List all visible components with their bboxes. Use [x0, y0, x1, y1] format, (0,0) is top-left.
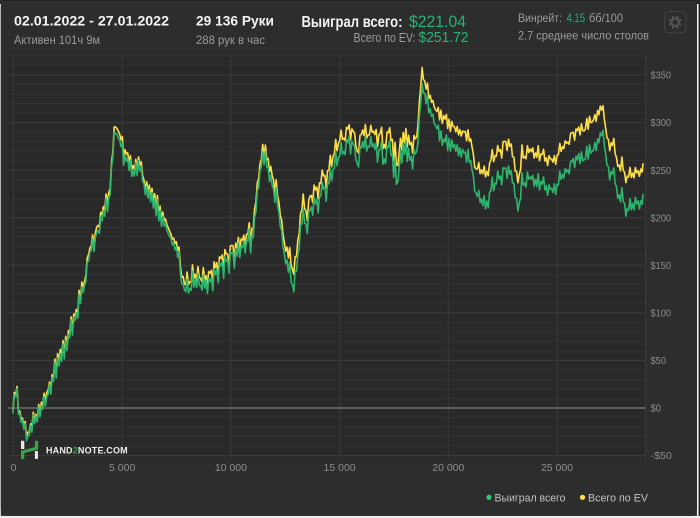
svg-text:$350: $350 — [651, 71, 672, 82]
svg-text:$150: $150 — [651, 261, 672, 272]
svg-text:Винрейт:: Винрейт: — [518, 11, 562, 25]
svg-text:10 000: 10 000 — [215, 462, 247, 474]
svg-text:Всего по EV:: Всего по EV: — [354, 30, 416, 45]
svg-text:$221.04: $221.04 — [409, 12, 466, 31]
svg-text:2.7 среднее число столов: 2.7 среднее число столов — [518, 29, 649, 43]
svg-text:$251.72: $251.72 — [419, 30, 469, 46]
svg-text:$100: $100 — [651, 308, 672, 319]
svg-text:29 136 Руки: 29 136 Руки — [196, 13, 274, 29]
svg-text:бб/100: бб/100 — [589, 11, 623, 25]
svg-text:Выиграл всего: Выиграл всего — [495, 492, 566, 504]
svg-text:20 000: 20 000 — [432, 462, 464, 474]
svg-text:0: 0 — [11, 462, 17, 474]
svg-text:02.01.2022 - 27.01.2022: 02.01.2022 - 27.01.2022 — [14, 13, 169, 29]
svg-text:Выиграл всего:: Выиграл всего: — [302, 14, 403, 31]
svg-text:$250: $250 — [651, 166, 672, 177]
svg-text:$50: $50 — [651, 356, 667, 367]
svg-text:288 рук в час: 288 рук в час — [196, 33, 265, 47]
svg-text:25 000: 25 000 — [541, 462, 573, 474]
svg-text:HAND2NOTE.COM: HAND2NOTE.COM — [46, 446, 128, 456]
svg-text:$0: $0 — [651, 404, 662, 415]
svg-text:Активен 101ч 9м: Активен 101ч 9м — [14, 33, 100, 47]
svg-text:-$50: -$50 — [651, 451, 673, 462]
svg-text:$300: $300 — [651, 118, 672, 129]
svg-text:4.15: 4.15 — [567, 11, 586, 25]
svg-text:5 000: 5 000 — [109, 462, 135, 474]
svg-text:15 000: 15 000 — [324, 462, 356, 474]
svg-text:Всего по EV: Всего по EV — [588, 492, 649, 504]
svg-text:$200: $200 — [651, 213, 672, 224]
